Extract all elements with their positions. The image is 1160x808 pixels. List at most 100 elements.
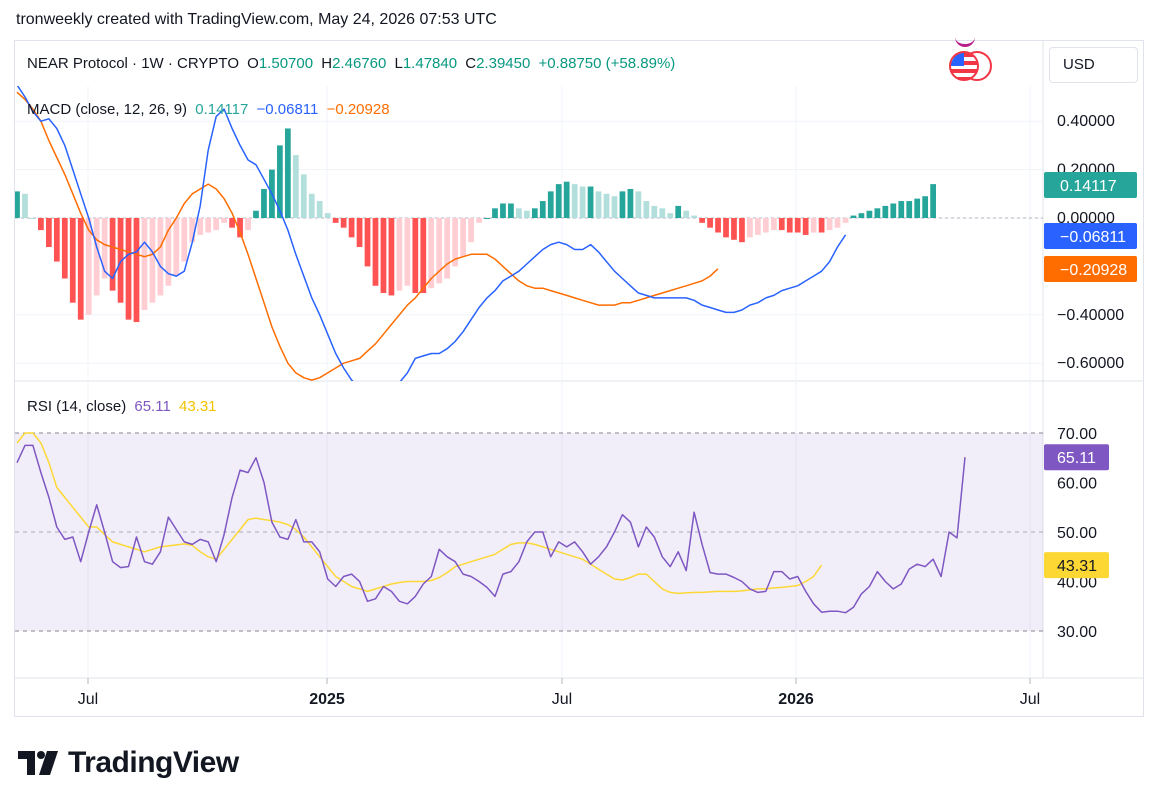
brand-name: TradingView (68, 746, 239, 779)
macd-legend: MACD (close, 12, 26, 9) 0.14117 −0.06811… (27, 101, 394, 118)
x-axis-label: Jul (552, 691, 572, 708)
macd-histogram-bar (53, 218, 60, 262)
macd-line (16, 86, 847, 381)
rsi-value-badge: 65.11 (1057, 450, 1096, 467)
macd-histogram-bar (213, 218, 220, 231)
macd-histogram-bar (794, 218, 801, 233)
rsi-line (16, 444, 966, 614)
macd-histogram-bar (332, 218, 339, 223)
macd-histogram-bar (261, 188, 267, 218)
macd-histogram-bar (380, 218, 387, 294)
macd-histogram-bar (476, 218, 482, 223)
macd-histogram-bar (93, 218, 100, 296)
macd-histogram-bar (826, 218, 833, 231)
symbol-name[interactable]: NEAR Protocol · 1W · CRYPTO (27, 55, 239, 72)
macd-histogram-bar (898, 201, 905, 218)
macd-histogram-bar (547, 191, 554, 218)
symbol-legend: NEAR Protocol · 1W · CRYPTO O1.50700 H2.… (27, 55, 679, 72)
x-axis-label: 2026 (778, 691, 814, 708)
rsi-value-badge-bg (1044, 444, 1109, 471)
rsi-y-tick-label: 30.00 (1057, 624, 1097, 641)
x-axis-label: 2025 (309, 691, 345, 708)
macd-histogram-bar (651, 205, 658, 218)
rsi-ma-line (16, 432, 823, 595)
macd-histogram-bar (30, 218, 36, 219)
macd-histogram-bar (133, 218, 140, 323)
macd-histogram-bar (181, 218, 188, 262)
rsi-legend-label[interactable]: RSI (14, close) (27, 398, 127, 415)
macd-histogram-bar (523, 210, 530, 218)
macd-histogram-bar (69, 218, 76, 303)
macd-histogram-bar (858, 213, 865, 218)
ohlc-low: L1.47840 (394, 55, 458, 72)
macd-histogram-bar (531, 208, 538, 218)
macd-histogram-bar (444, 218, 451, 279)
us-flag-icon[interactable] (949, 51, 979, 81)
macd-histogram-bar (595, 191, 602, 218)
macd-histogram-bar (699, 218, 705, 223)
macd-legend-label[interactable]: MACD (close, 12, 26, 9) (27, 101, 188, 118)
macd-histogram-bar (460, 218, 466, 257)
macd-histogram-bar (755, 218, 761, 235)
macd-signal-line (16, 91, 719, 381)
macd-histogram-bar (229, 218, 235, 228)
macd-histogram-bar (165, 218, 172, 286)
macd-histogram-bar (205, 218, 212, 233)
macd-histogram-bar (818, 218, 825, 233)
macd-histogram-bar (866, 210, 873, 218)
macd-histogram-bar (436, 218, 443, 284)
macd-histogram-bar (762, 218, 769, 233)
macd-histogram-bar (117, 218, 124, 303)
macd-histogram-bar (906, 201, 913, 218)
macd-histogram-bar (587, 186, 594, 218)
macd-histogram-bar (555, 184, 562, 218)
macd-histogram-bar (149, 218, 156, 303)
macd-y-tick-label: −0.40000 (1057, 307, 1124, 324)
macd-legend-macd: −0.06811 (256, 101, 319, 118)
macd-histogram-bar (810, 218, 817, 233)
macd-y-tick-label: −0.60000 (1057, 355, 1124, 372)
macd-histogram-bar (428, 218, 435, 289)
flag-top-icon (955, 36, 975, 47)
chart-frame (14, 40, 1144, 717)
macd-histogram-bar (221, 218, 227, 223)
macd-histogram-bar (563, 181, 570, 218)
macd-histogram-bar (882, 205, 889, 218)
macd-histogram-bar (619, 191, 626, 218)
macd-histogram-bar (364, 218, 371, 267)
macd-histogram-bar (61, 218, 68, 279)
macd-histogram-bar (786, 218, 793, 233)
macd-y-tick-label: 0.00000 (1057, 210, 1115, 227)
macd-histogram-bar (324, 213, 331, 218)
macd-legend-signal: −0.20928 (326, 101, 390, 118)
tradingview-logo-icon (18, 751, 58, 775)
macd-histogram-bar (452, 218, 459, 267)
macd-histogram-bar (45, 218, 52, 248)
ohlc-change: +0.88750 (+58.89%) (538, 55, 676, 72)
ohlc-open: O1.50700 (247, 55, 314, 72)
x-axis-label: Jul (78, 691, 98, 708)
macd-histogram-bar (739, 218, 745, 243)
macd-histogram-bar (850, 215, 857, 218)
macd-histogram-bar (539, 201, 546, 218)
macd-hist-value-badge-bg (1044, 172, 1137, 198)
rsi-ma-value-badge: 43.31 (1057, 558, 1097, 575)
macd-histogram-bar (316, 201, 323, 218)
macd-histogram-bar (237, 218, 243, 238)
macd-histogram-bar (516, 208, 522, 218)
macd-histogram-bar (667, 213, 674, 218)
macd-histogram-bar (420, 218, 427, 294)
macd-histogram-bar (340, 218, 347, 228)
macd-value-badge: −0.06811 (1060, 229, 1126, 246)
macd-histogram-bar (874, 208, 881, 218)
macd-histogram-bar (731, 218, 737, 240)
macd-histogram-bar (101, 218, 108, 279)
currency-button[interactable]: USD (1049, 47, 1138, 83)
macd-histogram-bar (643, 201, 650, 218)
macd-histogram-bar (109, 218, 116, 291)
macd-histogram-bar (508, 203, 514, 218)
macd-histogram-bar (300, 174, 307, 218)
macd-histogram-bar (85, 218, 92, 315)
macd-histogram-bar (842, 218, 849, 223)
